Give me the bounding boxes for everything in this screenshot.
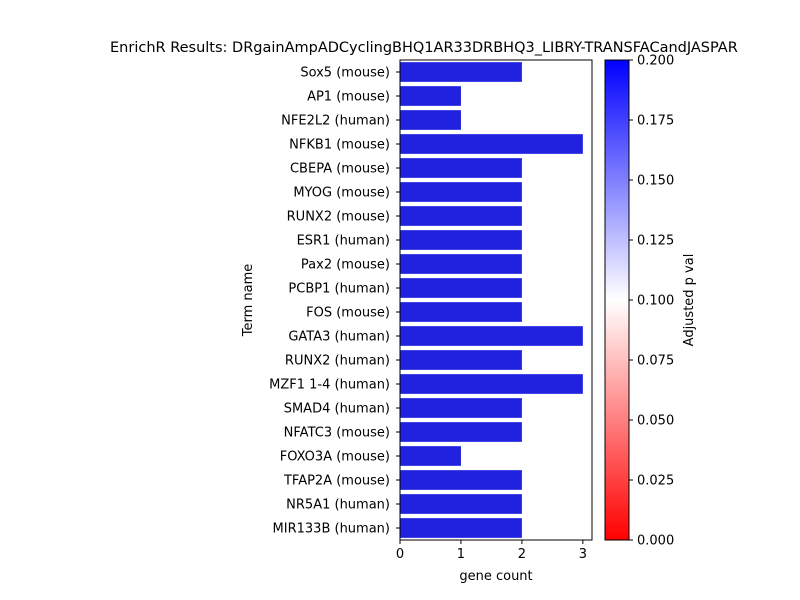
y-tick-label: FOS (mouse) [306, 306, 390, 321]
x-tick-label: 1 [457, 547, 465, 562]
x-axis-ticks: 0 1 2 3 [396, 540, 587, 562]
x-tick-label: 3 [579, 547, 587, 562]
y-tick-label: MZF1 1-4 (human) [269, 378, 390, 393]
bar [400, 326, 583, 346]
colorbar-tick-label: 0.025 [637, 474, 674, 489]
bar [400, 182, 522, 202]
colorbar-tick-label: 0.200 [637, 54, 674, 69]
bar [400, 422, 522, 442]
colorbar-tick-label: 0.000 [637, 534, 674, 549]
colorbar-tick-label: 0.100 [637, 294, 674, 309]
x-axis-label: gene count [459, 569, 532, 584]
colorbar-tick-label: 0.050 [637, 414, 674, 429]
y-tick-label: SMAD4 (human) [284, 402, 390, 417]
bar [400, 278, 522, 298]
bar [400, 62, 522, 82]
colorbar [604, 59, 630, 541]
bar [400, 374, 583, 394]
bar [400, 230, 522, 250]
bar [400, 134, 583, 154]
bar [400, 302, 522, 322]
colorbar-tick-label: 0.150 [637, 174, 674, 189]
x-tick-label: 0 [396, 547, 404, 562]
y-tick-label: RUNX2 (mouse) [287, 210, 390, 225]
bars [400, 62, 583, 538]
colorbar-tick-label: 0.125 [637, 234, 674, 249]
x-tick-label: 2 [518, 547, 526, 562]
bar [400, 470, 522, 490]
bar [400, 518, 522, 538]
colorbar-tick-label: 0.075 [637, 354, 674, 369]
colorbar-tick-label: 0.175 [637, 114, 674, 129]
bar [400, 86, 461, 106]
bar [400, 254, 522, 274]
y-tick-label: FOXO3A (mouse) [280, 450, 390, 465]
bar [400, 206, 522, 226]
plot-frame [399, 59, 593, 541]
bar [400, 158, 522, 178]
bar [400, 110, 461, 130]
y-tick-label: NFATC3 (mouse) [284, 426, 390, 441]
y-tick-label: NFE2L2 (human) [281, 114, 390, 129]
y-tick-label: ESR1 (human) [297, 234, 390, 249]
chart-title: EnrichR Results: DRgainAmpADCyclingBHQ1A… [110, 40, 738, 56]
bar [400, 350, 522, 370]
y-tick-label: CBEPA (mouse) [290, 162, 390, 177]
y-tick-label: NFKB1 (mouse) [289, 138, 390, 153]
colorbar-ticks: 0.000 0.025 0.050 0.075 0.100 0.125 0.150 0.175… [629, 54, 674, 549]
y-tick-label: PCBP1 (human) [288, 282, 390, 297]
y-tick-label: NR5A1 (human) [286, 498, 390, 513]
y-axis-label: Term name [241, 264, 256, 338]
y-axis-ticks: Sox5 (mouse) AP1 (mouse) NFE2L2 (human) NFK… [269, 66, 400, 537]
y-tick-label: MIR133B (human) [273, 522, 390, 537]
y-tick-label: Pax2 (mouse) [301, 258, 390, 273]
y-tick-label: AP1 (mouse) [307, 90, 390, 105]
bar [400, 446, 461, 466]
y-tick-label: Sox5 (mouse) [300, 66, 390, 81]
y-tick-label: TFAP2A (mouse) [283, 474, 390, 489]
y-tick-label: RUNX2 (human) [285, 354, 390, 369]
colorbar-label: Adjusted p val [682, 254, 697, 347]
y-tick-label: MYOG (mouse) [293, 186, 390, 201]
bar [400, 494, 522, 514]
bar [400, 398, 522, 418]
y-tick-label: GATA3 (human) [288, 330, 390, 345]
